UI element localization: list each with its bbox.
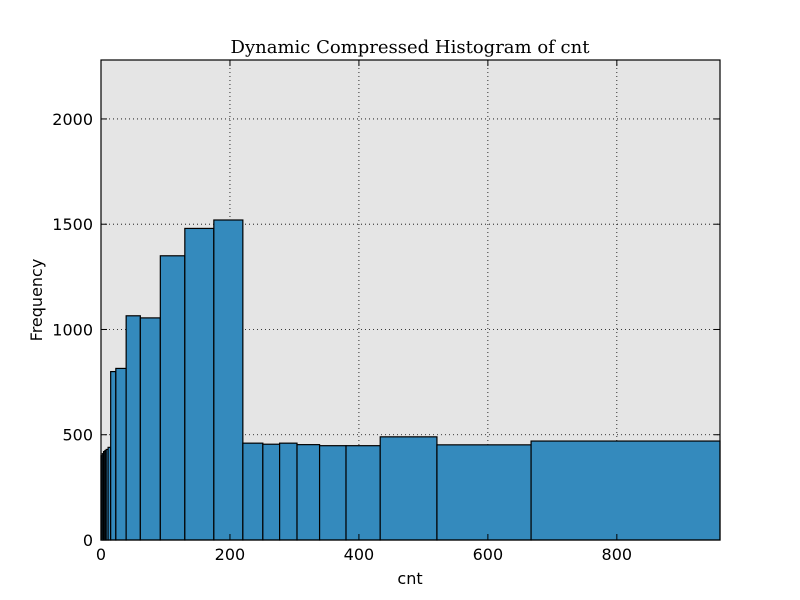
bars xyxy=(100,219,721,541)
y-tick-label: 2000 xyxy=(52,110,93,129)
x-axis-label: cnt xyxy=(397,569,422,588)
histogram-bar xyxy=(159,255,186,541)
x-tick-label: 0 xyxy=(96,545,106,564)
plot-frame xyxy=(100,59,721,541)
histogram-bar xyxy=(110,370,117,541)
histogram-bar xyxy=(125,315,141,541)
histogram-bar xyxy=(184,227,215,541)
x-tick-label: 800 xyxy=(602,545,633,564)
histogram-bar xyxy=(379,436,438,541)
histogram-bar xyxy=(530,440,721,541)
y-axis-ticks: 0 500 1000 1500 2000 xyxy=(52,110,720,550)
y-tick-label: 500 xyxy=(62,426,93,445)
histogram-bar xyxy=(115,367,127,541)
histogram-bar xyxy=(139,317,161,541)
y-tick-label: 1000 xyxy=(52,320,93,339)
y-tick-label: 1500 xyxy=(52,215,93,234)
histogram-bar xyxy=(318,445,347,541)
x-axis-ticks: 0 200 400 600 800 xyxy=(96,60,632,564)
histogram-bar xyxy=(213,219,244,541)
histogram-bar xyxy=(345,445,381,541)
x-tick-label: 200 xyxy=(215,545,246,564)
y-tick-label: 0 xyxy=(83,531,93,550)
x-tick-label: 400 xyxy=(344,545,375,564)
histogram-bar xyxy=(296,444,321,541)
y-axis-label: Frequency xyxy=(27,259,46,342)
histogram-bar xyxy=(436,444,532,541)
histogram-bar xyxy=(262,443,281,541)
histogram-bar xyxy=(242,442,264,541)
histogram-bar xyxy=(279,442,298,541)
x-tick-label: 600 xyxy=(473,545,504,564)
chart-title: Dynamic Compressed Histogram of cnt xyxy=(231,37,591,58)
